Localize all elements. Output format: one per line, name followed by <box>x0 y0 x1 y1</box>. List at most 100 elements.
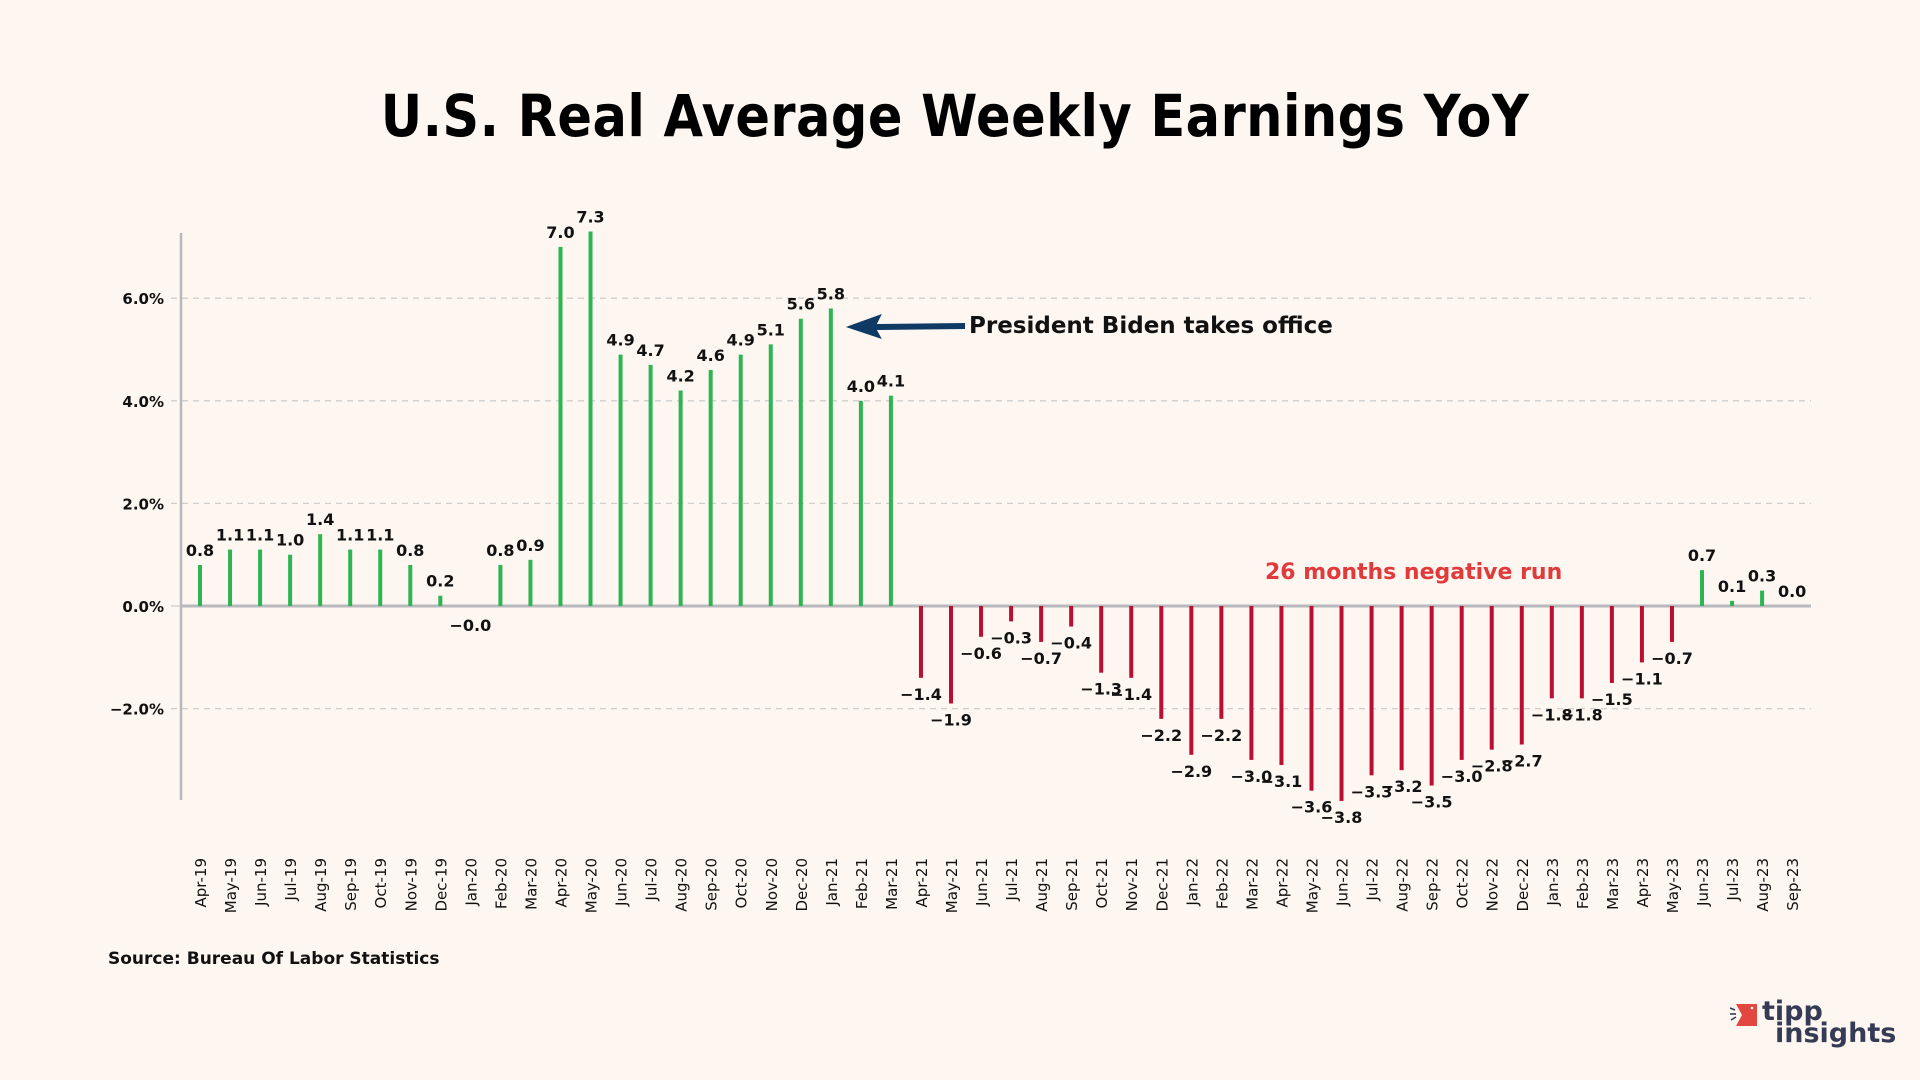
bar-Nov-21 <box>1129 606 1134 678</box>
x-tick-label-Aug-22: Aug-22 <box>1394 858 1412 912</box>
data-labels: 0.81.1 1.1 1.01.41.1 1.10.80.2−0.00.8 0.97.0… <box>186 208 1806 827</box>
data-label-Mar-23: −1.5 <box>1591 690 1633 709</box>
bar-Sep-20 <box>708 370 713 606</box>
bar-Sep-19 <box>348 549 353 606</box>
x-tick-label-Apr-23: Apr-23 <box>1634 858 1652 908</box>
bar-Jun-23 <box>1700 570 1704 606</box>
data-label-May-20: 7.3 <box>576 208 604 227</box>
bar-Oct-19 <box>378 549 383 606</box>
bar-Mar-21 <box>888 395 893 606</box>
x-tick-label-Feb-20: Feb-20 <box>492 858 510 909</box>
x-tick-label-Aug-23: Aug-23 <box>1754 858 1772 912</box>
data-label-Nov-20: 5.1 <box>757 320 785 339</box>
x-tick-label-Oct-20: Oct-20 <box>733 858 751 908</box>
bar-Apr-23 <box>1639 606 1644 663</box>
bar-Jan-21 <box>828 308 833 606</box>
data-label-Jun-21: −0.6 <box>960 644 1002 663</box>
data-label-Jun-20: 4.9 <box>606 331 634 350</box>
x-tick-label-May-21: May-21 <box>943 858 961 913</box>
data-label-Dec-20: 5.6 <box>787 295 815 314</box>
bar-Feb-23 <box>1579 606 1584 699</box>
logo-flag-icon <box>1730 1004 1757 1026</box>
bar-Oct-21 <box>1099 606 1104 673</box>
data-label-Jul-23: 0.1 <box>1718 577 1746 596</box>
data-label-Jun-23: 0.7 <box>1688 546 1716 565</box>
y-tick-label: 6.0% <box>122 290 164 308</box>
data-label-Aug-19: 1.4 <box>306 510 334 529</box>
data-label-Feb-21: 4.0 <box>847 377 875 396</box>
data-label-Aug-22: −3.2 <box>1381 777 1423 796</box>
x-tick-label-Nov-22: Nov-22 <box>1484 858 1502 911</box>
bar-Mar-20 <box>528 559 533 606</box>
bar-Aug-20 <box>678 390 683 606</box>
data-label-May-23: −0.7 <box>1651 649 1693 668</box>
x-tick-label-Jan-22: Jan-22 <box>1183 858 1201 907</box>
data-label-Jul-19: 1.0 <box>276 531 304 550</box>
bar-Dec-19 <box>438 595 443 606</box>
bar-Dec-20 <box>798 318 803 606</box>
x-tick-label-Feb-23: Feb-23 <box>1574 858 1592 909</box>
data-label-Apr-19: 0.8 <box>186 541 214 560</box>
x-tick-label-Sep-23: Sep-23 <box>1784 858 1802 911</box>
x-tick-label-Apr-19: Apr-19 <box>192 858 210 908</box>
bar-Feb-20 <box>498 564 503 606</box>
bar-Oct-20 <box>738 354 743 606</box>
x-tick-label-Feb-21: Feb-21 <box>853 858 871 909</box>
bar-Apr-20 <box>558 246 563 606</box>
bar-Mar-23 <box>1609 606 1614 683</box>
gridlines <box>171 297 1811 710</box>
data-label-Aug-20: 4.2 <box>666 367 694 386</box>
x-tick-label-Apr-22: Apr-22 <box>1273 858 1291 908</box>
x-tick-label-Jan-20: Jan-20 <box>462 858 480 907</box>
data-label-Feb-23: −1.8 <box>1561 705 1603 724</box>
data-label-Sep-23: 0.0 <box>1778 582 1806 601</box>
bar-Apr-21 <box>918 606 923 678</box>
bar-Nov-22 <box>1489 606 1494 750</box>
x-tick-label-Aug-21: Aug-21 <box>1033 858 1051 912</box>
bar-May-21 <box>949 606 953 704</box>
bar-Jul-23 <box>1730 600 1735 606</box>
bar-Jun-19 <box>258 549 263 606</box>
bar-Aug-19 <box>318 534 323 606</box>
x-tick-label-Aug-20: Aug-20 <box>673 858 691 912</box>
y-axis-ticks: −2.0% 0.0% 2.0% 4.0% 6.0% <box>110 290 164 718</box>
bar-Dec-21 <box>1159 606 1164 719</box>
biden-arrow-icon <box>845 314 965 339</box>
data-label-Apr-22: −3.1 <box>1261 772 1303 791</box>
bar-Jul-21 <box>1009 606 1014 622</box>
x-tick-label-Jan-21: Jan-21 <box>823 858 841 907</box>
x-tick-label-Dec-20: Dec-20 <box>793 858 811 912</box>
x-tick-label-Dec-22: Dec-22 <box>1514 858 1532 912</box>
x-tick-label-Jun-23: Jun-23 <box>1694 858 1712 907</box>
bar-May-19 <box>228 549 233 606</box>
bar-Feb-21 <box>858 400 863 606</box>
data-label-Mar-22: −3.0 <box>1231 767 1273 786</box>
x-tick-label-Oct-19: Oct-19 <box>372 858 390 908</box>
x-tick-label-May-20: May-20 <box>583 858 601 913</box>
data-label-May-22: −3.6 <box>1291 798 1333 817</box>
x-tick-label-Jun-22: Jun-22 <box>1334 858 1352 907</box>
data-label-Jan-20: −0.0 <box>449 616 491 635</box>
x-tick-label-Jul-19: Jul-19 <box>282 858 300 902</box>
x-tick-label-Aug-19: Aug-19 <box>312 858 330 912</box>
x-tick-label-Jun-21: Jun-21 <box>973 858 991 907</box>
x-tick-label-Mar-22: Mar-22 <box>1243 858 1261 910</box>
bar-Jul-20 <box>648 364 653 606</box>
data-label-Feb-20: 0.8 <box>486 541 514 560</box>
bar-Aug-22 <box>1399 606 1404 771</box>
data-label-Apr-21: −1.4 <box>900 685 942 704</box>
bar-Feb-22 <box>1219 606 1224 719</box>
x-tick-label-Mar-21: Mar-21 <box>883 858 901 910</box>
data-label-Jun-19: 1.1 <box>246 526 274 545</box>
annotation-negative-run: 26 months negative run <box>1265 560 1563 585</box>
bar-Jun-21 <box>979 606 984 637</box>
data-label-Apr-20: 7.0 <box>546 223 574 242</box>
data-label-Oct-20: 4.9 <box>727 331 755 350</box>
bar-Jul-19 <box>288 554 293 606</box>
logo-text-tipp: tipp <box>1762 996 1823 1027</box>
data-label-Dec-19: 0.2 <box>426 572 454 591</box>
bar-Jul-22 <box>1369 606 1374 776</box>
x-tick-label-Oct-22: Oct-22 <box>1454 858 1472 908</box>
chart-title: U.S. Real Average Weekly Earnings YoY <box>380 82 1530 150</box>
bar-Sep-22 <box>1429 606 1434 786</box>
